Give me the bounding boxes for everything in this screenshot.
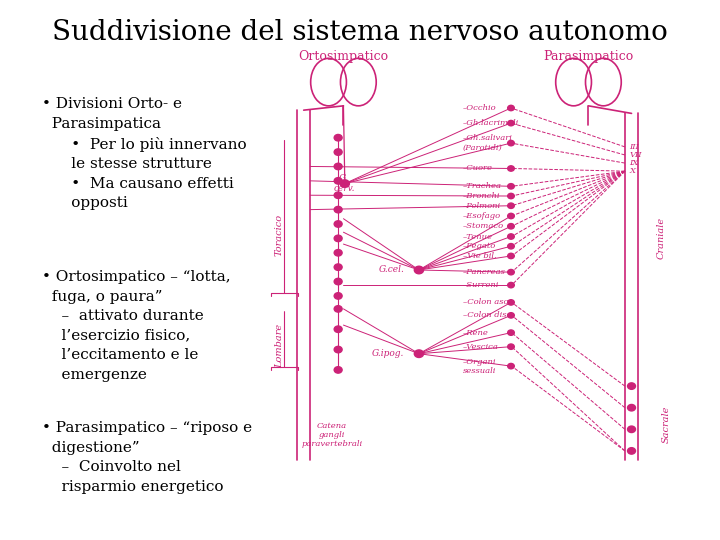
Circle shape xyxy=(508,105,514,111)
Text: G.cel.: G.cel. xyxy=(379,266,405,274)
Circle shape xyxy=(334,134,342,141)
Text: Lombare: Lombare xyxy=(275,323,284,368)
Circle shape xyxy=(508,120,514,126)
Circle shape xyxy=(628,448,636,454)
Text: –Esofago: –Esofago xyxy=(463,212,501,220)
Circle shape xyxy=(334,367,342,373)
Circle shape xyxy=(334,306,342,312)
Circle shape xyxy=(508,363,514,369)
Circle shape xyxy=(334,346,342,353)
Circle shape xyxy=(508,224,514,229)
Text: –Polmoni: –Polmoni xyxy=(463,202,501,210)
Text: Craniale: Craniale xyxy=(657,217,666,259)
Text: –Colon disc.: –Colon disc. xyxy=(463,312,513,319)
Text: Toracico: Toracico xyxy=(275,214,284,256)
Circle shape xyxy=(334,278,342,285)
Circle shape xyxy=(508,253,514,259)
Circle shape xyxy=(508,330,514,335)
Text: –Gh.lacrimali: –Gh.lacrimali xyxy=(463,119,519,127)
Text: –Occhio: –Occhio xyxy=(463,104,496,112)
Circle shape xyxy=(508,313,514,318)
Circle shape xyxy=(414,266,423,274)
Text: Parasimpatico: Parasimpatico xyxy=(544,50,634,63)
Circle shape xyxy=(508,300,514,305)
Circle shape xyxy=(628,426,636,433)
Text: –Rene: –Rene xyxy=(463,329,489,336)
Circle shape xyxy=(628,404,636,411)
Circle shape xyxy=(334,235,342,241)
Text: VII: VII xyxy=(629,151,642,159)
Text: Sacrale: Sacrale xyxy=(662,405,670,443)
Circle shape xyxy=(334,149,342,156)
Text: III: III xyxy=(629,143,639,151)
Circle shape xyxy=(508,140,514,146)
Text: G.
cerv.: G. cerv. xyxy=(333,174,355,193)
Circle shape xyxy=(508,184,514,189)
Text: –Organi
sessuali: –Organi sessuali xyxy=(463,357,496,375)
Text: • Divisioni Orto- e
  Parasimpatica
      •  Per lo più innervano
      le stess: • Divisioni Orto- e Parasimpatica • Per … xyxy=(42,97,247,210)
Circle shape xyxy=(508,213,514,219)
Text: –Surreni: –Surreni xyxy=(463,281,499,289)
Text: G.ipog.: G.ipog. xyxy=(372,349,405,358)
Circle shape xyxy=(334,221,342,227)
Circle shape xyxy=(508,193,514,199)
Text: –Bronchi: –Bronchi xyxy=(463,192,500,200)
Circle shape xyxy=(340,180,349,187)
Text: –Pancreas: –Pancreas xyxy=(463,268,505,276)
Text: –Fegato: –Fegato xyxy=(463,242,496,250)
Circle shape xyxy=(334,249,342,256)
Text: • Parasimpatico – “riposo e
  digestione”
    –  Coinvolto nel
    risparmio ene: • Parasimpatico – “riposo e digestione” … xyxy=(42,421,252,494)
Circle shape xyxy=(334,206,342,213)
Circle shape xyxy=(628,383,636,389)
Text: • Ortosimpatico – “lotta,
  fuga, o paura”
    –  attivato durante
    l’eserciz: • Ortosimpatico – “lotta, fuga, o paura”… xyxy=(42,270,230,381)
Text: –Colon asc.: –Colon asc. xyxy=(463,299,510,306)
Circle shape xyxy=(334,178,342,184)
Circle shape xyxy=(508,269,514,275)
Text: –Vie bil.: –Vie bil. xyxy=(463,252,496,260)
Text: –Stomaco: –Stomaco xyxy=(463,222,504,230)
Circle shape xyxy=(334,264,342,271)
Circle shape xyxy=(414,350,423,357)
Text: X: X xyxy=(629,167,636,175)
Text: Ortosimpatico: Ortosimpatico xyxy=(298,50,389,63)
Text: –Gh.salivari
(Parotidi): –Gh.salivari (Parotidi) xyxy=(463,134,513,152)
Text: Suddivisione del sistema nervoso autonomo: Suddivisione del sistema nervoso autonom… xyxy=(52,19,668,46)
Circle shape xyxy=(508,282,514,288)
Circle shape xyxy=(508,166,514,171)
Circle shape xyxy=(334,192,342,199)
Text: –Tenue: –Tenue xyxy=(463,233,492,240)
Circle shape xyxy=(334,163,342,170)
Circle shape xyxy=(334,293,342,299)
Text: –Trachea: –Trachea xyxy=(463,183,502,190)
Text: –Vescica: –Vescica xyxy=(463,343,498,350)
Circle shape xyxy=(508,234,514,239)
Text: Catena
gangli
paravertebrali: Catena gangli paravertebrali xyxy=(302,422,363,448)
Circle shape xyxy=(508,203,514,208)
Text: –Cuore: –Cuore xyxy=(463,165,492,172)
Circle shape xyxy=(334,326,342,333)
Circle shape xyxy=(508,344,514,349)
Text: IX: IX xyxy=(629,159,639,167)
Circle shape xyxy=(508,244,514,249)
